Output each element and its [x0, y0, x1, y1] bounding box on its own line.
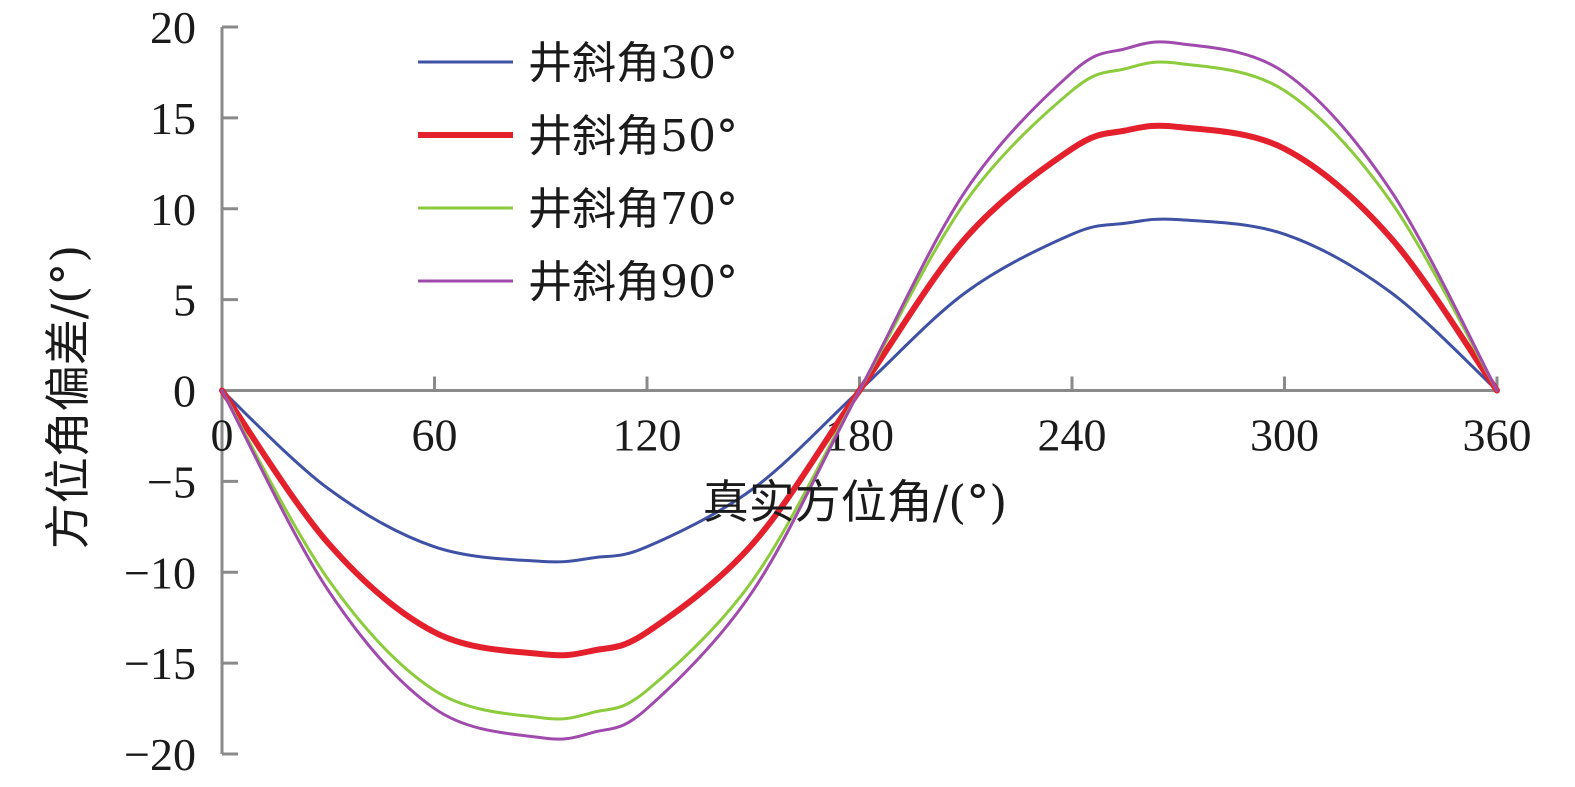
x-tick-label: 60 — [412, 410, 458, 461]
series-line-4 — [220, 40, 1499, 741]
legend-label-1: 井斜角30° — [528, 38, 738, 89]
y-tick-label: 20 — [150, 2, 196, 53]
legend-label-3: 井斜角70° — [528, 184, 738, 235]
x-tick-label: 240 — [1038, 410, 1107, 461]
x-tick-label: 300 — [1250, 410, 1319, 461]
y-tick-label: −15 — [124, 638, 196, 689]
x-tick-label: 0 — [211, 410, 234, 461]
y-tick-label: 15 — [150, 93, 196, 144]
series-layer — [219, 40, 1500, 741]
y-axis-title: 方位角偏差/(°) — [41, 245, 95, 549]
legend-label-2: 井斜角50° — [528, 111, 738, 162]
y-tick-label: −5 — [147, 456, 196, 507]
x-axis-title: 真实方位角/(°) — [703, 475, 1007, 529]
y-tick-label: −20 — [124, 729, 196, 780]
y-tick-label: 10 — [150, 184, 196, 235]
x-tick-label: 360 — [1463, 410, 1532, 461]
y-tick-label: 5 — [173, 275, 196, 326]
legend: 井斜角30° 井斜角50° 井斜角70° 井斜角90° — [418, 38, 738, 308]
y-tick-label: 0 — [173, 366, 196, 417]
x-tick-label: 120 — [613, 410, 682, 461]
legend-label-4: 井斜角90° — [528, 257, 738, 308]
y-tick-label: −10 — [124, 547, 196, 598]
